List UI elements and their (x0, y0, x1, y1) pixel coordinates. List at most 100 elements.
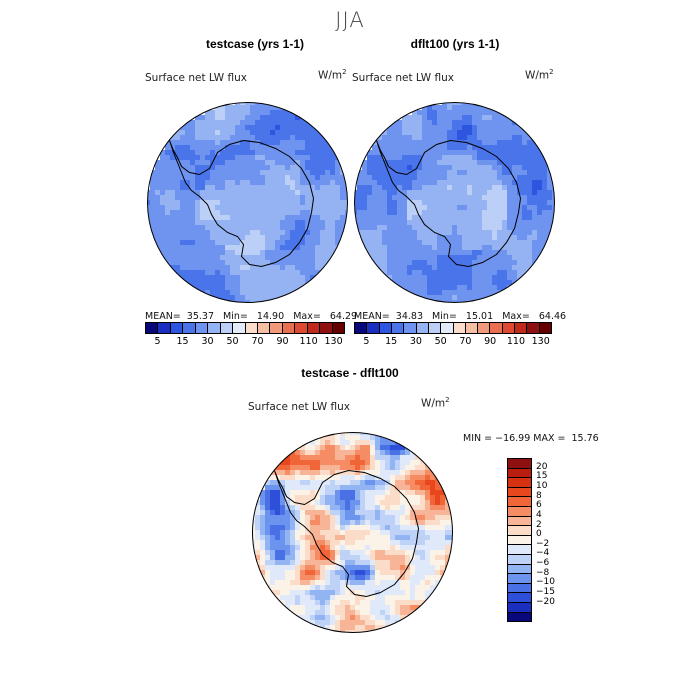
map-cell (330, 620, 336, 626)
map-cell (355, 445, 361, 451)
map-cell (250, 275, 256, 281)
map-cell (325, 530, 331, 536)
map-cell (235, 170, 241, 176)
map-cell (170, 135, 176, 141)
map-cell (415, 570, 421, 576)
map-cell (335, 545, 341, 551)
map-cell (365, 530, 371, 536)
map-cell (502, 235, 508, 241)
right-colorbar (354, 322, 552, 334)
colorbar-tick-label: −20 (536, 596, 555, 607)
map-cell (330, 515, 336, 521)
map-cell (517, 125, 523, 131)
map-cell (315, 180, 321, 186)
map-cell (252, 535, 256, 541)
map-cell (442, 115, 448, 121)
map-cell (210, 145, 216, 151)
map-cell (350, 625, 356, 631)
map-cell (285, 510, 291, 516)
map-cell (160, 225, 166, 231)
map-cell (447, 102, 453, 106)
map-cell (407, 280, 413, 286)
map-cell (270, 295, 276, 301)
map-cell (250, 165, 256, 171)
map-cell (340, 605, 346, 611)
map-cell (432, 110, 438, 116)
map-cell (387, 155, 393, 161)
map-cell (382, 145, 388, 151)
map-cell (417, 180, 423, 186)
map-cell (245, 240, 251, 246)
map-cell (230, 185, 236, 191)
map-cell (290, 170, 296, 176)
map-cell (275, 535, 281, 541)
map-cell (407, 125, 413, 131)
map-cell (547, 160, 553, 166)
map-cell (522, 145, 528, 151)
map-cell (175, 165, 181, 171)
map-cell (220, 165, 226, 171)
map-cell (320, 185, 326, 191)
map-cell (502, 240, 508, 246)
map-cell (310, 215, 316, 221)
map-cell (552, 235, 555, 241)
map-cell (295, 160, 301, 166)
map-cell (355, 515, 361, 521)
map-cell (425, 510, 431, 516)
map-cell (345, 615, 351, 621)
map-cell (260, 305, 266, 310)
map-cell (440, 515, 446, 521)
map-cell (395, 525, 401, 531)
map-cell (240, 110, 246, 116)
map-cell (467, 180, 473, 186)
map-cell (220, 110, 226, 116)
map-cell (467, 290, 473, 296)
map-cell (412, 225, 418, 231)
map-cell (405, 570, 411, 576)
map-cell (305, 195, 311, 201)
map-cell (390, 515, 396, 521)
map-cell (422, 200, 428, 206)
map-cell (285, 185, 291, 191)
map-cell (265, 165, 271, 171)
map-cell (290, 220, 296, 226)
map-cell (497, 170, 503, 176)
map-cell (385, 595, 391, 601)
map-cell (250, 120, 256, 126)
map-cell (310, 505, 316, 511)
map-cell (320, 225, 326, 231)
map-cell (395, 625, 401, 631)
map-cell (382, 180, 388, 186)
map-cell (270, 230, 276, 236)
map-cell (195, 130, 201, 136)
map-cell (260, 135, 266, 141)
map-cell (457, 150, 463, 156)
map-cell (270, 510, 276, 516)
map-cell (305, 545, 311, 551)
map-cell (315, 145, 321, 151)
map-cell (260, 185, 266, 191)
map-cell (185, 245, 191, 251)
map-cell (350, 620, 356, 626)
map-cell (427, 245, 433, 251)
map-cell (382, 130, 388, 136)
map-cell (200, 135, 206, 141)
map-cell (195, 185, 201, 191)
map-cell (185, 185, 191, 191)
map-cell (375, 470, 381, 476)
map-cell (190, 180, 196, 186)
map-cell (437, 105, 443, 111)
map-cell (412, 150, 418, 156)
map-cell (270, 550, 276, 556)
map-cell (367, 190, 373, 196)
map-cell (390, 445, 396, 451)
map-cell (467, 130, 473, 136)
map-cell (255, 200, 261, 206)
map-cell (395, 590, 401, 596)
map-cell (360, 620, 366, 626)
map-cell (492, 210, 498, 216)
map-cell (497, 200, 503, 206)
map-cell (195, 245, 201, 251)
map-cell (315, 565, 321, 571)
map-cell (350, 445, 356, 451)
